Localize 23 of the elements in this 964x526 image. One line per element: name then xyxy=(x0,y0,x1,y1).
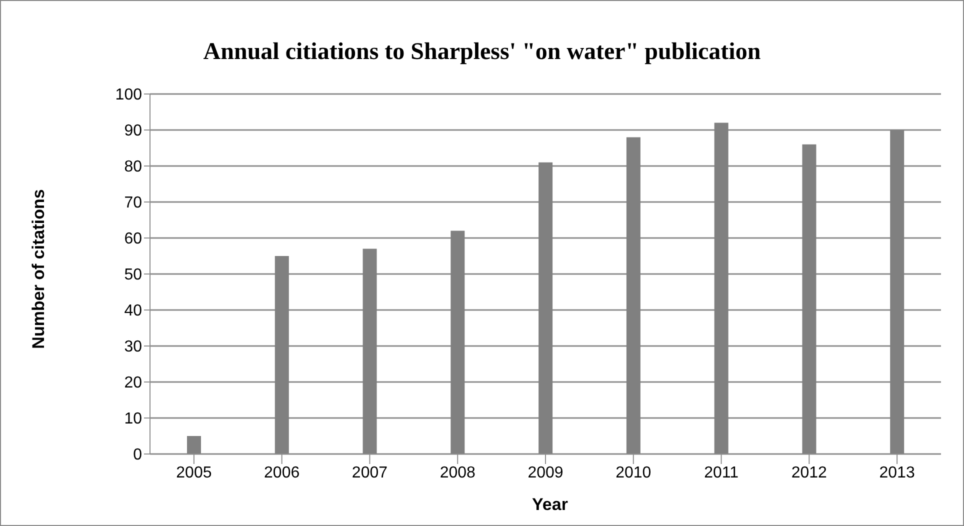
x-tick-label: 2005 xyxy=(176,464,212,482)
y-tick-label: 60 xyxy=(124,230,142,248)
y-tick-label: 50 xyxy=(124,266,142,284)
y-tick-label: 90 xyxy=(124,122,142,140)
chart-title: Annual citiations to Sharpless' "on water" publication xyxy=(202,39,762,66)
y-tick-label: 20 xyxy=(124,374,142,392)
y-tick-label: 80 xyxy=(124,158,142,176)
x-tick-label: 2007 xyxy=(352,464,388,482)
x-tick-label: 2012 xyxy=(791,464,828,482)
x-tick-label: 2011 xyxy=(704,464,739,482)
y-axis-title: Number of citations xyxy=(29,189,49,349)
y-tick-label: 0 xyxy=(133,446,142,464)
y-tick-label: 10 xyxy=(124,410,142,428)
y-tick-label: 40 xyxy=(124,302,142,320)
x-tick-label: 2009 xyxy=(528,464,564,482)
y-tick-label: 70 xyxy=(124,194,142,212)
x-axis-title: Year xyxy=(532,495,568,515)
x-tick-label: 2013 xyxy=(879,464,915,482)
y-tick-label: 30 xyxy=(124,338,142,356)
x-tick-label: 2006 xyxy=(264,464,300,482)
y-tick-label: 100 xyxy=(115,86,142,104)
x-tick-label: 2010 xyxy=(616,464,652,482)
x-tick-label: 2008 xyxy=(440,464,476,482)
